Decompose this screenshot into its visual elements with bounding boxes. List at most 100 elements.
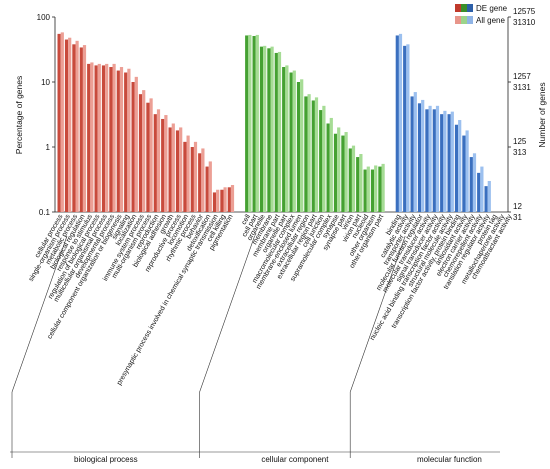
bar-de [356,157,360,212]
bar-de [72,44,76,212]
bar-all [487,180,491,212]
legend-swatch [467,4,473,12]
left-tick-label: 100 [37,13,51,22]
bar-de [227,187,231,212]
bar-all [156,109,161,212]
bar-all [164,115,168,212]
bar-de [124,72,128,212]
bar-de [138,94,143,212]
bar-de [146,102,150,212]
bar-de [79,47,83,212]
bar-all [307,94,311,212]
bar-de [417,103,422,212]
bar-all [105,63,109,213]
bar-all [179,127,183,212]
legend-swatch [455,16,461,24]
bar-all [223,187,227,212]
bar-all [134,76,138,213]
bar-de [153,114,157,212]
bar-de [311,100,315,212]
bar-all [344,132,348,212]
left-tick-label: 10 [41,78,50,87]
bar-all [398,33,403,212]
right-tick-label-all: 31 [513,213,522,222]
bar-all [97,63,101,213]
legend-label: All gene [476,16,505,25]
bar-all [119,67,124,213]
bar-de [378,166,382,212]
bar-de [296,82,301,212]
bar-de [370,169,375,212]
bar-de [477,172,481,212]
right-tick-label-de: 125 [513,137,527,146]
bar-de [183,141,187,212]
bar-all [60,32,64,212]
bar-de [212,192,217,212]
bar-all [255,34,259,212]
bar-all [230,185,235,212]
right-tick-label-all: 3131 [513,83,531,92]
bar-de [319,110,323,212]
bar-de [175,130,180,212]
bar-de [87,63,91,213]
bar-all [171,123,175,212]
left-tick-label: 0.1 [39,208,51,217]
bar-de [101,65,106,212]
bar-all [374,165,378,212]
bar-de [341,135,345,212]
legend-swatch [467,16,473,24]
bar-all [421,99,425,212]
bar-all [322,105,326,212]
bar-all [292,70,296,212]
bar-de [440,114,444,212]
group-bracket-line [11,235,68,393]
bar-de [304,96,308,212]
bar-de [363,169,367,212]
bar-all [75,40,79,212]
bar-all [300,79,304,212]
bar-de [190,147,194,212]
bar-all [450,111,454,212]
bar-all [458,120,462,212]
bar-all [366,166,370,212]
group-bracket-line [199,235,255,393]
bar-de [161,118,165,212]
right-tick-label-all: 31310 [513,18,536,27]
bar-de [252,36,256,213]
bar-de [410,96,414,212]
bar-all [112,63,116,213]
legend-label: DE gene [476,4,508,13]
bar-all [216,189,220,212]
bar-all [381,163,385,212]
bar-all [428,105,432,212]
bar-all [277,51,282,213]
bar-de [274,52,278,213]
bar-de [267,48,271,212]
bars [57,32,491,213]
bar-all [480,166,484,212]
y-axis-title-right: Number of genes [537,82,547,147]
bar-all [472,153,477,212]
bar-de [259,46,264,213]
bar-de [245,35,249,213]
bar-de [64,39,69,213]
bar-all [208,161,212,212]
bar-de [454,124,459,212]
group-brackets: biological process cellular component mole… [10,235,500,464]
bar-all [186,135,190,212]
right-tick-label-de: 12575 [513,7,536,16]
bar-de [425,109,429,212]
bar-all [127,68,131,212]
bar-de [333,133,338,212]
bar-de [432,109,436,212]
category-label: cell [241,213,253,226]
legend-swatch [455,4,461,12]
bar-all [329,117,333,212]
bar-all [413,92,417,212]
bar-de [220,189,224,212]
legend: DE gene All gene [455,4,508,25]
bar-all [82,45,87,212]
bar-all [90,62,94,213]
